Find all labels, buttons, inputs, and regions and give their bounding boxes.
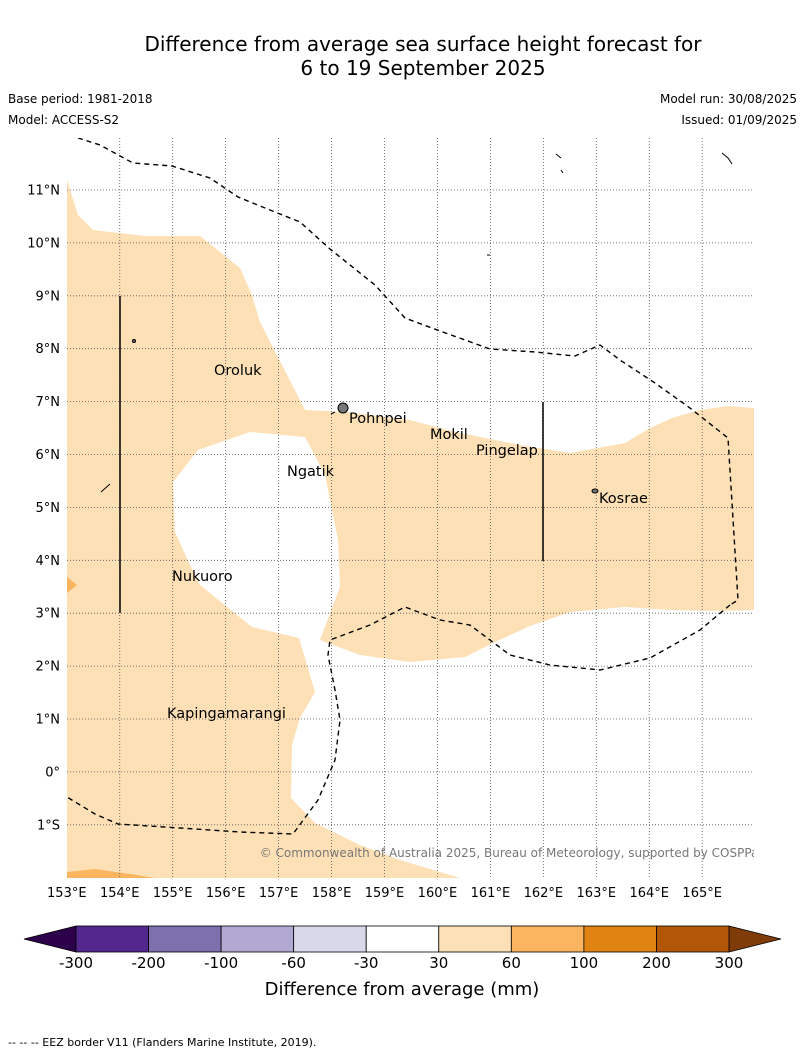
- colorbar-label: Difference from average (mm): [265, 979, 540, 1000]
- lat-tick-label: 4°N: [36, 554, 61, 569]
- colorbar-cell: [583, 925, 657, 953]
- lat-tick-label: 10°N: [27, 236, 60, 251]
- lon-tick-label: 155°E: [153, 886, 193, 901]
- colorbar-cell: [148, 925, 222, 953]
- colorbar-cell: [220, 925, 295, 953]
- lon-tick-label: 165°E: [682, 886, 722, 901]
- colorbar-cell: [75, 925, 149, 953]
- colorbar-tick-label: -100: [204, 954, 238, 972]
- lat-tick-label: 1°S: [37, 818, 60, 833]
- colorbar-over-arrow: [728, 925, 782, 953]
- eez-legend-note: -- -- -- EEZ border V11 (Flanders Marine…: [8, 1036, 317, 1049]
- label-kapingamarangi: Kapingamarangi: [167, 706, 286, 722]
- label-nukuoro: Nukuoro: [172, 569, 233, 585]
- islet-ne2: [721, 152, 733, 165]
- lat-tick-label: 3°N: [36, 607, 61, 622]
- lon-tick-label: 164°E: [629, 886, 669, 901]
- islet-pohnpei-w: [330, 411, 336, 415]
- issued-date: Issued: 01/09/2025: [681, 113, 797, 127]
- colorbar-cell: [656, 925, 730, 953]
- copyright-notice: © Commonwealth of Australia 2025, Bureau…: [260, 846, 765, 860]
- lat-tick-label: 11°N: [27, 184, 60, 199]
- pohnpei-island: [337, 402, 349, 414]
- colorbar-tick-label: 300: [715, 954, 744, 972]
- colorbar-under-arrow: [23, 925, 77, 953]
- label-kosrae: Kosrae: [599, 491, 648, 507]
- colorbar-tick-label: 200: [642, 954, 671, 972]
- chart-title: Difference from average sea surface heig…: [0, 32, 804, 80]
- lon-tick-label: 161°E: [471, 886, 511, 901]
- lat-axis: 11°N 10°N 9°N 8°N 7°N 6°N 5°N 4°N 3°N 2°N 1°N 0° 1°S: [27, 184, 60, 834]
- anomaly-region-60-100-south: [67, 869, 155, 878]
- lat-tick-label: 0°: [45, 765, 60, 780]
- model-run: Model run: 30/08/2025: [659, 92, 797, 106]
- lon-tick-label: 163°E: [577, 886, 617, 901]
- islet-8n: [132, 339, 136, 343]
- model-name: Model: ACCESS-S2: [8, 113, 120, 127]
- colorbar-cell: [293, 925, 367, 953]
- place-labels: Oroluk Pohnpei Mokil Pingelap Ngatik Kos…: [167, 363, 648, 722]
- lat-tick-label: 9°N: [36, 289, 61, 304]
- colorbar-tick-label: -60: [281, 954, 306, 972]
- islands: [100, 152, 733, 494]
- islet-west: [100, 483, 111, 493]
- lon-tick-label: 154°E: [100, 886, 140, 901]
- title-line-1: Difference from average sea surface heig…: [144, 32, 702, 56]
- lon-axis: 153°E 154°E 155°E 156°E 157°E 158°E 159°E 160°E…: [47, 886, 722, 901]
- lat-tick-label: 6°N: [36, 448, 61, 463]
- lat-tick-label: 8°N: [36, 342, 61, 357]
- lon-tick-label: 159°E: [365, 886, 405, 901]
- colorbar-cell: [510, 925, 585, 953]
- lon-tick-label: 158°E: [312, 886, 352, 901]
- lon-tick-label: 156°E: [206, 886, 246, 901]
- label-ngatik: Ngatik: [287, 464, 335, 480]
- anomaly-region-60-100-west: [67, 577, 77, 593]
- colorbar-cell: [438, 925, 512, 953]
- colorbar-tick-label: 60: [502, 954, 521, 972]
- kosrae-island: [591, 488, 599, 494]
- lat-tick-label: 7°N: [36, 395, 61, 410]
- colorbar-tick-label: 30: [429, 954, 448, 972]
- colorbar-tick-label: 100: [570, 954, 599, 972]
- label-pingelap: Pingelap: [476, 443, 538, 459]
- label-pohnpei: Pohnpei: [349, 411, 407, 427]
- grid-lines: [67, 138, 754, 878]
- colorbar: -300 -200 -100 -60 -30 30 60 100 200 300 Differen…: [23, 925, 782, 1000]
- base-period: Base period: 1981-2018: [8, 92, 153, 106]
- label-mokil: Mokil: [430, 427, 468, 443]
- lat-tick-label: 1°N: [36, 713, 61, 728]
- lon-tick-label: 153°E: [47, 886, 87, 901]
- colorbar-tick-label: -200: [132, 954, 166, 972]
- colorbar-tick-label: -30: [354, 954, 379, 972]
- label-oroluk: Oroluk: [214, 363, 262, 379]
- colorbar-tick-label: -300: [59, 954, 93, 972]
- lon-tick-label: 162°E: [524, 886, 564, 901]
- islet-ne1: [555, 153, 564, 174]
- lat-tick-label: 5°N: [36, 501, 61, 516]
- map-area: Oroluk Pohnpei Mokil Pingelap Ngatik Kos…: [67, 138, 765, 878]
- lon-tick-label: 157°E: [259, 886, 299, 901]
- lat-tick-label: 2°N: [36, 660, 61, 675]
- lon-tick-label: 160°E: [418, 886, 458, 901]
- anomaly-region-30-60: [67, 180, 754, 878]
- eez-border: [67, 138, 739, 835]
- colorbar-cell: [365, 925, 440, 953]
- title-line-2: 6 to 19 September 2025: [300, 56, 546, 80]
